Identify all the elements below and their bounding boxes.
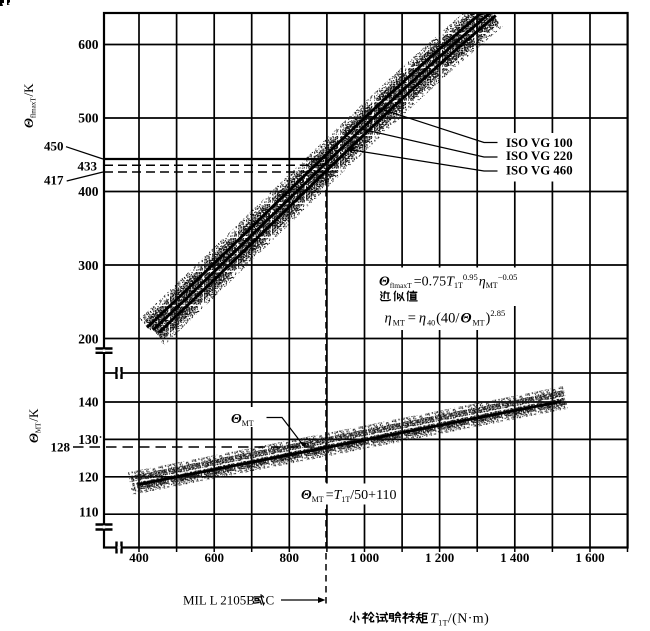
svg-text:T1T/(N·m): T1T/(N·m) bbox=[430, 612, 489, 628]
svg-text:600: 600 bbox=[78, 37, 99, 52]
svg-text:1 000: 1 000 bbox=[350, 550, 379, 565]
svg-text:800: 800 bbox=[280, 550, 300, 565]
svg-text:ISO VG 460: ISO VG 460 bbox=[506, 164, 573, 178]
svg-text:120: 120 bbox=[78, 469, 99, 484]
svg-text:417: 417 bbox=[44, 173, 64, 188]
svg-text:ΘflmaxT/K: ΘflmaxT/K bbox=[21, 83, 38, 128]
svg-text:C: C bbox=[266, 593, 275, 608]
svg-text:200: 200 bbox=[78, 332, 99, 347]
svg-text:128: 128 bbox=[51, 440, 71, 455]
svg-text:140: 140 bbox=[78, 395, 99, 410]
svg-text:400: 400 bbox=[129, 550, 149, 565]
svg-text:ΘMT: ΘMT bbox=[231, 412, 254, 428]
svg-text:MIL L 2105B: MIL L 2105B bbox=[183, 593, 255, 608]
svg-text:400: 400 bbox=[78, 184, 99, 199]
svg-text:1 200: 1 200 bbox=[425, 550, 454, 565]
svg-text:1 400: 1 400 bbox=[500, 550, 529, 565]
svg-text:300: 300 bbox=[78, 258, 99, 273]
svg-text:450: 450 bbox=[44, 139, 64, 154]
svg-text:ΘflmaxT=0.75T1T0.95ηMT−0.05: ΘflmaxT =0.75T1T0.95ηMT−0.05 bbox=[379, 272, 517, 290]
svg-text:500: 500 bbox=[78, 111, 99, 126]
svg-text:ΘMT=T1T/50+110: ΘMT =T1T/50+110 bbox=[301, 488, 397, 504]
svg-text:130: 130 bbox=[78, 432, 99, 447]
svg-text:ηMT=η40(40/ΘMT)2.85: ηMT = η40(40/ΘMT)2.85 bbox=[385, 308, 506, 328]
svg-text:ISO VG 100: ISO VG 100 bbox=[506, 136, 573, 150]
svg-text:ΘMT/K: ΘMT/K bbox=[26, 408, 43, 443]
svg-text:ISO VG 220: ISO VG 220 bbox=[506, 149, 573, 163]
svg-text:110: 110 bbox=[79, 505, 99, 520]
svg-text:600: 600 bbox=[204, 550, 224, 565]
svg-text:433: 433 bbox=[78, 159, 98, 174]
svg-text:1 600: 1 600 bbox=[575, 550, 604, 565]
